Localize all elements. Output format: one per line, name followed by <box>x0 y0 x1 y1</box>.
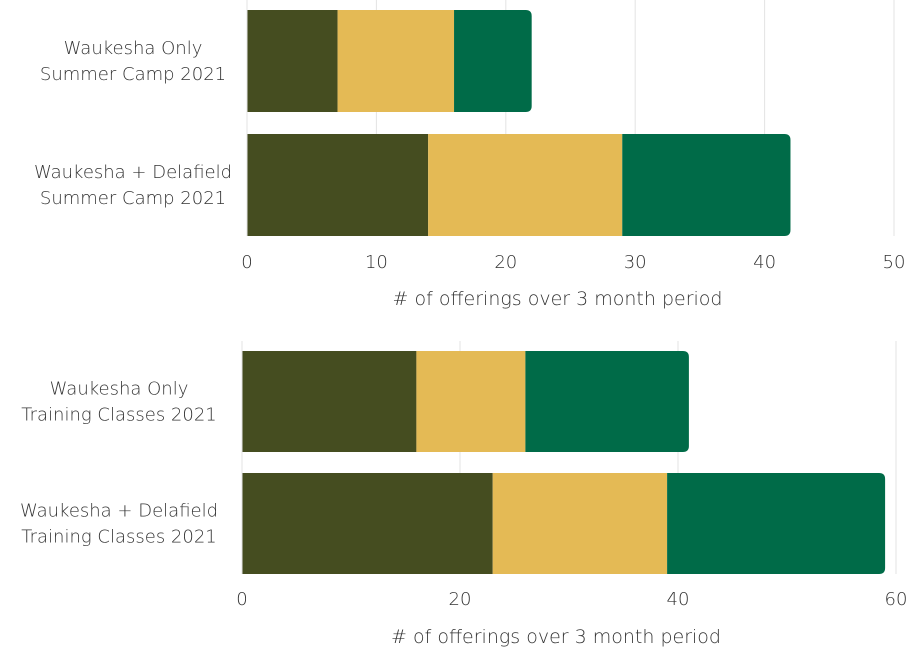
tick-label-1: 10 <box>365 252 388 273</box>
bar-segment-0-2 <box>525 351 689 452</box>
tick-label-5: 50 <box>883 252 906 273</box>
category-label-line-0-1: Summer Camp 2021 <box>40 64 226 85</box>
category-label-line-1-1: Training Classes 2021 <box>21 527 216 548</box>
x-axis-title: # of offerings over 3 month period <box>391 626 721 648</box>
category-label-0: Waukesha Only Training Classes 2021 <box>21 379 216 426</box>
bar-segment-1-2 <box>622 134 791 236</box>
bar-segment-0-2 <box>454 10 532 112</box>
bar-segment-1-0 <box>242 473 493 574</box>
bar-segment-0-1 <box>337 10 455 112</box>
tick-label-1: 20 <box>449 589 472 610</box>
tick-label-3: 60 <box>885 589 908 610</box>
tick-label-0: 0 <box>236 589 247 610</box>
bar-segment-1-1 <box>428 134 623 236</box>
bar-segment-0-1 <box>416 351 526 452</box>
tick-label-4: 40 <box>753 252 776 273</box>
category-label-line-0-1: Training Classes 2021 <box>21 405 216 426</box>
category-label-1: Waukesha + Delafield Summer Camp 2021 <box>34 162 232 209</box>
bar-segment-0-0 <box>247 10 338 112</box>
category-label-line-0-0: Waukesha Only <box>50 379 189 400</box>
bar-segment-1-1 <box>492 473 668 574</box>
x-axis-title: # of offerings over 3 month period <box>393 288 723 310</box>
tick-label-2: 40 <box>667 589 690 610</box>
bar-segment-1-0 <box>247 134 429 236</box>
chart-2: Waukesha Only Training Classes 2021Waukes… <box>20 341 908 648</box>
bar-segment-1-2 <box>667 473 886 574</box>
tick-label-3: 30 <box>624 252 647 273</box>
category-label-line-0-0: Waukesha Only <box>64 38 203 59</box>
tick-label-0: 0 <box>241 252 252 273</box>
category-label-1: Waukesha + Delafield Training Classes 202… <box>20 501 218 548</box>
category-label-line-1-0: Waukesha + Delafield <box>34 162 232 183</box>
category-label-0: Waukesha Only Summer Camp 2021 <box>40 38 226 85</box>
category-label-line-1-0: Waukesha + Delafield <box>20 501 218 522</box>
category-label-line-1-1: Summer Camp 2021 <box>40 188 226 209</box>
tick-label-2: 20 <box>494 252 517 273</box>
bar-segment-0-0 <box>242 351 417 452</box>
